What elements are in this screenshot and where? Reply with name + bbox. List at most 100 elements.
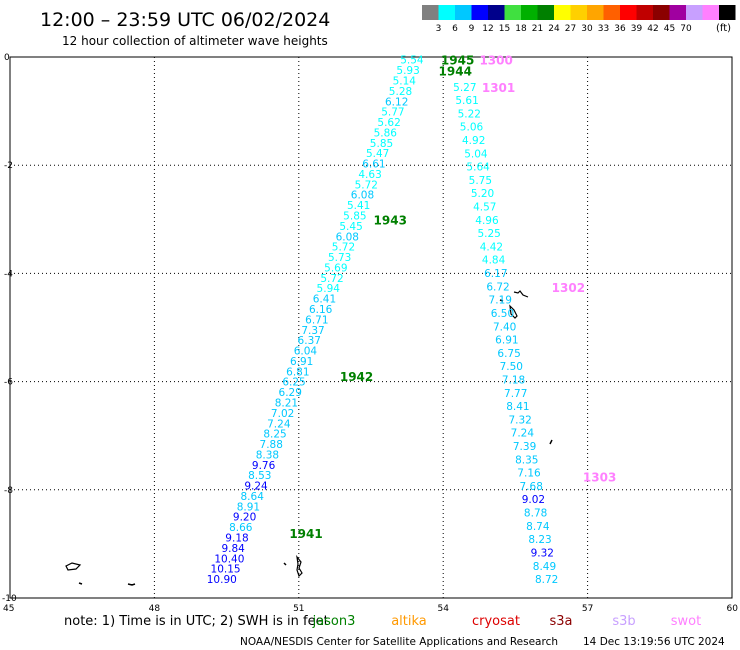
wave-height-label: 5.93 bbox=[396, 65, 419, 77]
wave-height-label: 5.77 bbox=[381, 107, 404, 119]
time-annotation: 1943 bbox=[374, 213, 407, 227]
island-outline bbox=[499, 299, 504, 302]
color-scale-swatch bbox=[455, 5, 472, 20]
wave-height-label: 7.50 bbox=[500, 361, 523, 373]
wave-height-label: 8.74 bbox=[526, 521, 550, 533]
wave-height-label: 6.61 bbox=[362, 159, 385, 171]
color-scale-swatch bbox=[422, 5, 439, 20]
wave-height-label: 8.35 bbox=[515, 454, 538, 466]
wave-height-label: 6.75 bbox=[497, 348, 520, 360]
x-tick-label: 54 bbox=[437, 604, 449, 614]
color-scale-swatch bbox=[504, 5, 521, 20]
wave-height-label: 6.71 bbox=[305, 314, 328, 326]
wave-height-label: 6.25 bbox=[282, 377, 305, 389]
footer-timestamp: 14 Dec 13:19:56 UTC 2024 bbox=[583, 636, 725, 648]
color-scale-swatch bbox=[702, 5, 719, 20]
wave-height-label: 5.64 bbox=[466, 162, 490, 174]
wave-height-label: 5.85 bbox=[343, 211, 366, 223]
color-scale-swatch bbox=[603, 5, 620, 20]
wave-height-label: 8.53 bbox=[248, 470, 271, 482]
island-outline bbox=[513, 290, 529, 298]
wave-height-label: 8.66 bbox=[229, 522, 253, 534]
track-swot: 5.275.615.22 5.064.925.04 5.645.755.20 4.57… bbox=[453, 82, 558, 586]
color-scale-tick: 33 bbox=[598, 24, 609, 34]
wave-height-label: 5.54 bbox=[400, 55, 424, 67]
time-annotation: 1301 bbox=[482, 81, 515, 95]
wave-height-label: 5.14 bbox=[393, 75, 417, 87]
wave-height-label: 5.47 bbox=[366, 148, 389, 160]
time-annotation: 1302 bbox=[552, 281, 585, 295]
wave-height-label: 5.28 bbox=[389, 86, 412, 98]
island-outline bbox=[549, 439, 553, 445]
wave-height-label: 7.16 bbox=[517, 468, 541, 480]
wave-height-label: 8.78 bbox=[524, 508, 547, 520]
wave-height-label: 5.04 bbox=[464, 148, 488, 160]
y-tick-label: -4 bbox=[4, 269, 13, 279]
color-scale-tick: 70 bbox=[680, 24, 692, 34]
wave-height-label: 8.41 bbox=[506, 401, 529, 413]
color-scale-tick: 30 bbox=[581, 24, 593, 34]
wave-height-label: 7.32 bbox=[508, 414, 531, 426]
color-scale-swatch bbox=[554, 5, 571, 20]
wave-height-label: 7.37 bbox=[301, 325, 324, 337]
time-annotation: 1941 bbox=[289, 527, 322, 541]
color-scale-tick: 12 bbox=[482, 24, 493, 34]
wave-height-label: 9.84 bbox=[221, 543, 245, 555]
wave-height-label: 6.08 bbox=[351, 190, 374, 202]
island-outline bbox=[65, 562, 82, 571]
color-scale-tick: 39 bbox=[631, 24, 643, 34]
wave-height-label: 6.29 bbox=[279, 387, 302, 399]
wave-height-label: 5.22 bbox=[458, 108, 481, 120]
color-scale-swatch bbox=[521, 5, 538, 20]
color-scale-tick: 21 bbox=[532, 24, 543, 34]
plot-area: 45 48 51 54 57 600-2-4-6-8-10 5.545.935.145.2… bbox=[2, 53, 738, 614]
wave-height-label: 5.62 bbox=[377, 117, 400, 129]
wave-height-label: 4.84 bbox=[482, 255, 506, 267]
color-scale-swatch bbox=[669, 5, 686, 20]
wave-height-label: 8.64 bbox=[241, 491, 265, 503]
color-scale-swatch bbox=[636, 5, 653, 20]
wave-height-label: 5.75 bbox=[469, 175, 492, 187]
satellite-legend-entry: cryosat bbox=[472, 614, 520, 629]
wave-height-label: 4.96 bbox=[475, 215, 499, 227]
wave-height-label: 9.76 bbox=[252, 460, 276, 472]
colorbar-unit-label: (ft) bbox=[716, 23, 731, 34]
color-scale-swatch bbox=[570, 5, 587, 20]
color-scale-swatch bbox=[438, 5, 455, 20]
wave-height-label: 6.16 bbox=[309, 304, 333, 316]
wave-height-label: 7.40 bbox=[493, 321, 516, 333]
color-scale-swatch bbox=[686, 5, 703, 20]
chart-subtitle: 12 hour collection of altimeter wave hei… bbox=[62, 34, 328, 48]
wave-height-label: 4.92 bbox=[462, 135, 485, 147]
color-scale-tick: 24 bbox=[548, 24, 560, 34]
color-scale-tick: 6 bbox=[452, 24, 458, 34]
wave-height-label: 6.41 bbox=[313, 294, 336, 306]
wave-height-label: 7.39 bbox=[513, 441, 536, 453]
island-outline bbox=[296, 554, 303, 578]
wave-height-label: 6.91 bbox=[495, 335, 518, 347]
wave-height-label: 4.57 bbox=[473, 202, 496, 214]
footer-credit: NOAA/NESDIS Center for Satellite Applica… bbox=[240, 636, 558, 648]
wave-height-label: 6.72 bbox=[486, 281, 509, 293]
wave-height-label: 8.38 bbox=[256, 449, 279, 461]
satellite-legend-entry: swot bbox=[671, 614, 701, 629]
wave-height-label: 6.12 bbox=[385, 96, 408, 108]
color-scale-tick: 36 bbox=[614, 24, 626, 34]
satellite-legend: jason3 altika cryosat s3a s3b swot bbox=[312, 614, 702, 629]
wave-height-label: 7.24 bbox=[511, 428, 535, 440]
wave-height-label: 7.88 bbox=[260, 439, 283, 451]
wave-height-label: 6.08 bbox=[336, 231, 359, 243]
time-annotation: 1944 bbox=[439, 65, 472, 79]
wave-height-label: 6.17 bbox=[484, 268, 507, 280]
color-scale-tick: 3 bbox=[436, 24, 442, 34]
wave-height-label: 6.91 bbox=[290, 356, 313, 368]
land-outlines bbox=[65, 290, 553, 586]
color-scale-tick: 45 bbox=[664, 24, 675, 34]
wave-height-label: 9.20 bbox=[233, 512, 256, 524]
color-scale-swatch bbox=[587, 5, 604, 20]
wave-height-label: 6.50 bbox=[491, 308, 514, 320]
wave-height-label: 7.77 bbox=[504, 388, 527, 400]
color-scale-tick: 15 bbox=[499, 24, 510, 34]
wave-height-label: 5.06 bbox=[460, 122, 484, 134]
color-scale-tick: 42 bbox=[647, 24, 658, 34]
